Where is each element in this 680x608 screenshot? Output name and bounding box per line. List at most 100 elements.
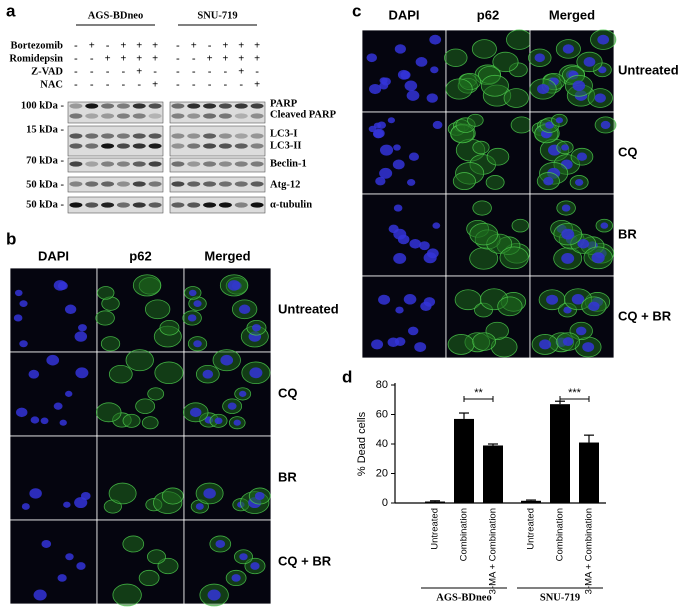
nucleus <box>65 390 73 397</box>
nucleus <box>555 117 564 124</box>
nucleus <box>562 44 574 54</box>
treatment-sign: - <box>192 53 196 64</box>
row-label: Untreated <box>618 62 679 77</box>
nucleus <box>393 228 407 240</box>
blot-band <box>148 143 162 149</box>
nucleus <box>239 553 248 561</box>
treatment-sign: - <box>224 66 228 77</box>
micrograph <box>445 275 531 359</box>
nucleus <box>594 93 606 103</box>
treatment-sign: - <box>176 66 180 77</box>
cytoplasm <box>108 482 137 505</box>
cytoplasm <box>499 246 529 270</box>
nucleus <box>537 83 550 95</box>
treatment-sign: + <box>89 40 95 51</box>
micrograph <box>182 349 272 437</box>
nucleus <box>19 300 28 308</box>
nucleus <box>74 331 88 342</box>
blot-band <box>132 143 146 149</box>
treatment-sign: + <box>254 53 260 64</box>
nucleus <box>591 252 605 264</box>
nucleus <box>249 367 263 379</box>
micrograph <box>529 193 615 277</box>
kda-marker: 100 kDa - <box>21 100 65 111</box>
nucleus <box>543 176 554 186</box>
cytoplasm <box>97 286 115 300</box>
y-tick-label: 40 <box>376 438 388 450</box>
blot-band <box>101 133 115 139</box>
bar <box>579 442 599 503</box>
blot-band <box>101 181 115 187</box>
micrograph <box>95 267 185 353</box>
blot-band <box>187 202 201 208</box>
nucleus <box>239 390 247 397</box>
treatment-sign: + <box>238 66 244 77</box>
blot-band <box>148 202 162 208</box>
treatment-sign: - <box>122 66 126 77</box>
nucleus <box>40 417 49 425</box>
row-label: BR <box>278 469 297 484</box>
treatment-sign: - <box>74 53 78 64</box>
treatment-sign: - <box>153 66 157 77</box>
blot-band <box>218 202 232 208</box>
nucleus <box>53 402 63 410</box>
y-tick-label: 80 <box>376 379 388 391</box>
panel-label: d <box>342 367 352 386</box>
treatment-sign: - <box>138 79 142 90</box>
nucleus <box>28 369 40 379</box>
nucleus <box>372 129 384 139</box>
treatment-sign: + <box>152 53 158 64</box>
nucleus <box>76 562 86 570</box>
nucleus <box>53 280 67 291</box>
nucleus <box>394 44 406 54</box>
nucleus <box>577 238 590 249</box>
nucleus <box>403 294 417 305</box>
panel-label: a <box>6 1 16 20</box>
micrograph <box>183 435 272 521</box>
protein-label: Cleaved PARP <box>270 109 337 120</box>
x-tick-label: Combination <box>555 508 566 561</box>
micrograph <box>96 519 185 607</box>
micrograph <box>9 351 98 437</box>
column-header: Merged <box>549 7 595 22</box>
cytoplasm <box>132 274 162 297</box>
nucleus <box>598 66 607 74</box>
blot-band <box>116 181 130 187</box>
nucleus <box>378 294 391 305</box>
protein-label: LC3-I <box>270 128 297 139</box>
treatment-sign: - <box>208 79 212 90</box>
nucleus <box>14 289 23 297</box>
treatment-label: Bortezomib <box>11 40 64 51</box>
nucleus <box>377 121 387 129</box>
nucleus <box>534 53 545 63</box>
cytoplasm <box>135 398 156 414</box>
nucleus <box>64 304 77 314</box>
nucleus <box>195 503 204 510</box>
micrograph <box>96 435 185 521</box>
nucleus <box>429 34 442 45</box>
treatment-sign: - <box>176 53 180 64</box>
protein-label: Beclin-1 <box>270 158 307 169</box>
treatment-sign: + <box>136 40 142 51</box>
panel-label: c <box>352 1 361 20</box>
nucleus <box>387 117 396 124</box>
nucleus <box>238 304 251 314</box>
row-label: BR <box>618 226 637 241</box>
blot-band <box>85 133 99 139</box>
micrograph <box>95 349 185 437</box>
nucleus <box>561 253 575 264</box>
blot-band <box>116 161 130 167</box>
blot-band <box>101 113 115 119</box>
blot-band <box>203 143 217 149</box>
treatment-sign: - <box>192 66 196 77</box>
blot-band <box>250 181 264 187</box>
cytoplasm <box>125 349 154 372</box>
cytoplasm <box>471 39 497 59</box>
blot-band <box>171 143 185 149</box>
treatment-sign: - <box>122 79 126 90</box>
cytoplasm <box>95 310 115 326</box>
nucleus <box>59 419 67 426</box>
blot-strip <box>67 157 164 173</box>
cytoplasm <box>510 116 533 134</box>
nucleus <box>63 501 71 508</box>
